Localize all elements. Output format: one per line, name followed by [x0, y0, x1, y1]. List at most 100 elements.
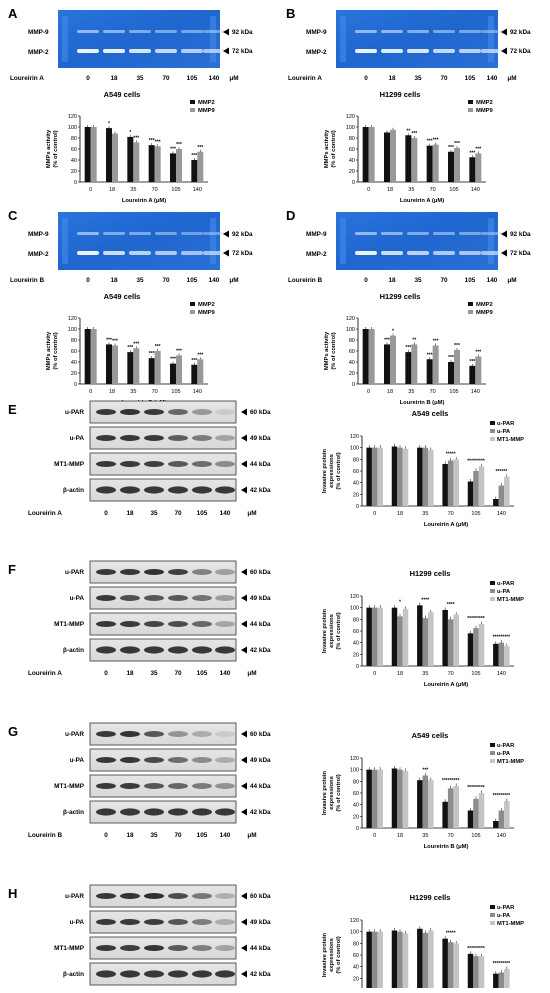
arrow-marker	[223, 230, 229, 238]
protein-band	[144, 435, 164, 441]
y-tick-label: 20	[71, 169, 77, 175]
chart-title: H1299 cells	[380, 90, 421, 99]
panel-letter: G	[8, 724, 18, 739]
kda-label: 60 kDa	[250, 731, 271, 738]
legend-swatch-mmp2	[190, 100, 195, 104]
mmp2-band	[407, 49, 429, 53]
protein-band	[144, 409, 164, 415]
x-tick-label: 70	[430, 389, 436, 395]
significance-mark: ***	[197, 145, 203, 151]
panel-letter: F	[8, 562, 16, 577]
protein-band	[120, 595, 140, 601]
bar-mmp9	[432, 144, 439, 182]
y-axis-label-line: expressions	[329, 454, 335, 488]
protein-band	[215, 783, 235, 789]
protein-band	[215, 486, 235, 494]
y-axis-label-line: expressions	[329, 938, 335, 972]
unit-label: μM	[247, 832, 256, 839]
dose-label: 35	[136, 75, 144, 82]
y-axis-label: MMPs activity(% of control)	[46, 129, 59, 168]
x-tick-label: 18	[397, 511, 403, 517]
bar-upar	[417, 447, 423, 506]
mmp9-band	[181, 30, 203, 33]
zymography-panel-c: C MMP-9 MMP-2 92 kDa 72 kDa Loureirin B 0 18 35 7…	[8, 208, 253, 406]
y-tick-label: 120	[346, 316, 355, 322]
bar-mmp9	[390, 129, 396, 182]
bar-upa	[498, 485, 505, 506]
x-tick-label: 140	[193, 187, 202, 193]
legend-swatch	[490, 589, 495, 593]
y-tick-label: 120	[350, 756, 359, 762]
x-tick-label: 18	[109, 187, 115, 193]
zymography-panel-d: D MMP-9 MMP-2 92 kDa 72 kDa Loureirin B 0 18 35 7…	[286, 208, 531, 406]
y-tick-label: 80	[353, 617, 359, 623]
bar-mmp9	[411, 138, 418, 182]
x-tick-label: 18	[397, 833, 403, 839]
bar-upa	[422, 932, 429, 990]
significance-mark: ***	[469, 359, 475, 365]
y-axis-label-line: (% of control)	[53, 332, 59, 369]
chart-title: A549 cells	[412, 731, 449, 740]
legend-swatch	[490, 429, 495, 433]
bar-mt1-mmp	[504, 969, 510, 990]
y-axis-label-line: expressions	[329, 614, 335, 648]
y-tick-label: 40	[353, 641, 359, 647]
mmp2-band	[433, 251, 455, 255]
band-label-mmp2: MMP-2	[28, 251, 49, 258]
protein-band	[120, 945, 140, 951]
arrow-marker	[223, 249, 229, 257]
mmp2-band	[129, 251, 151, 255]
band-label: u-PA	[70, 595, 85, 602]
bar-mt1-mmp	[377, 769, 383, 828]
bar-mmp2	[127, 136, 134, 182]
dose-label: 105	[197, 832, 208, 839]
bar-upa	[422, 775, 429, 828]
protein-band	[120, 970, 140, 978]
bar-mmp9	[475, 153, 482, 182]
legend-label: MMP2	[198, 302, 215, 308]
x-tick-label: 140	[471, 187, 480, 193]
dose-label: 0	[364, 75, 368, 82]
x-tick-label: 105	[449, 389, 458, 395]
protein-band	[168, 919, 188, 925]
significance-mark: *	[108, 121, 110, 127]
protein-band	[192, 435, 212, 441]
legend-swatch-mmp2	[468, 100, 473, 104]
panel-letter: D	[286, 208, 295, 223]
protein-band	[215, 595, 235, 601]
bar-mmp9	[112, 133, 118, 182]
kda-label: 92 kDa	[232, 29, 253, 36]
mmp9-band	[129, 30, 151, 33]
y-tick-label: 0	[356, 504, 359, 510]
y-axis-label-line: Invasive protein	[322, 932, 328, 977]
bar-mmp9	[454, 147, 460, 182]
x-tick-label: 35	[408, 389, 414, 395]
bar-upa	[498, 810, 505, 828]
band-label: β-actin	[63, 487, 84, 494]
bar-upa	[422, 447, 429, 506]
x-tick-label: 35	[422, 511, 428, 517]
mmp2-band	[355, 251, 377, 255]
mmp2-band	[459, 49, 481, 53]
protein-band	[96, 919, 116, 925]
arrow-marker	[501, 230, 507, 238]
ladder-lane	[210, 16, 216, 62]
legend-swatch-mmp9	[190, 310, 195, 314]
y-axis-label-line: MMPs activity	[324, 129, 330, 168]
arrow-marker	[241, 782, 247, 790]
bar-mt1-mmp	[377, 931, 383, 990]
bar-mmp9	[133, 348, 140, 384]
legend-swatch	[490, 759, 495, 763]
y-axis-label: Invasive proteinexpressions(% of control…	[322, 448, 342, 493]
kda-label: 49 kDa	[250, 435, 271, 442]
y-axis-label-line: expressions	[329, 776, 335, 810]
y-tick-label: 40	[349, 360, 355, 366]
mmp9-band	[481, 30, 503, 33]
protein-band	[168, 945, 188, 951]
bar-mmp2	[448, 151, 454, 182]
band-label: MT1-MMP	[54, 621, 85, 628]
legend-swatch	[490, 581, 495, 585]
mmp2-band	[355, 49, 377, 53]
bar-mmp2	[362, 329, 369, 384]
